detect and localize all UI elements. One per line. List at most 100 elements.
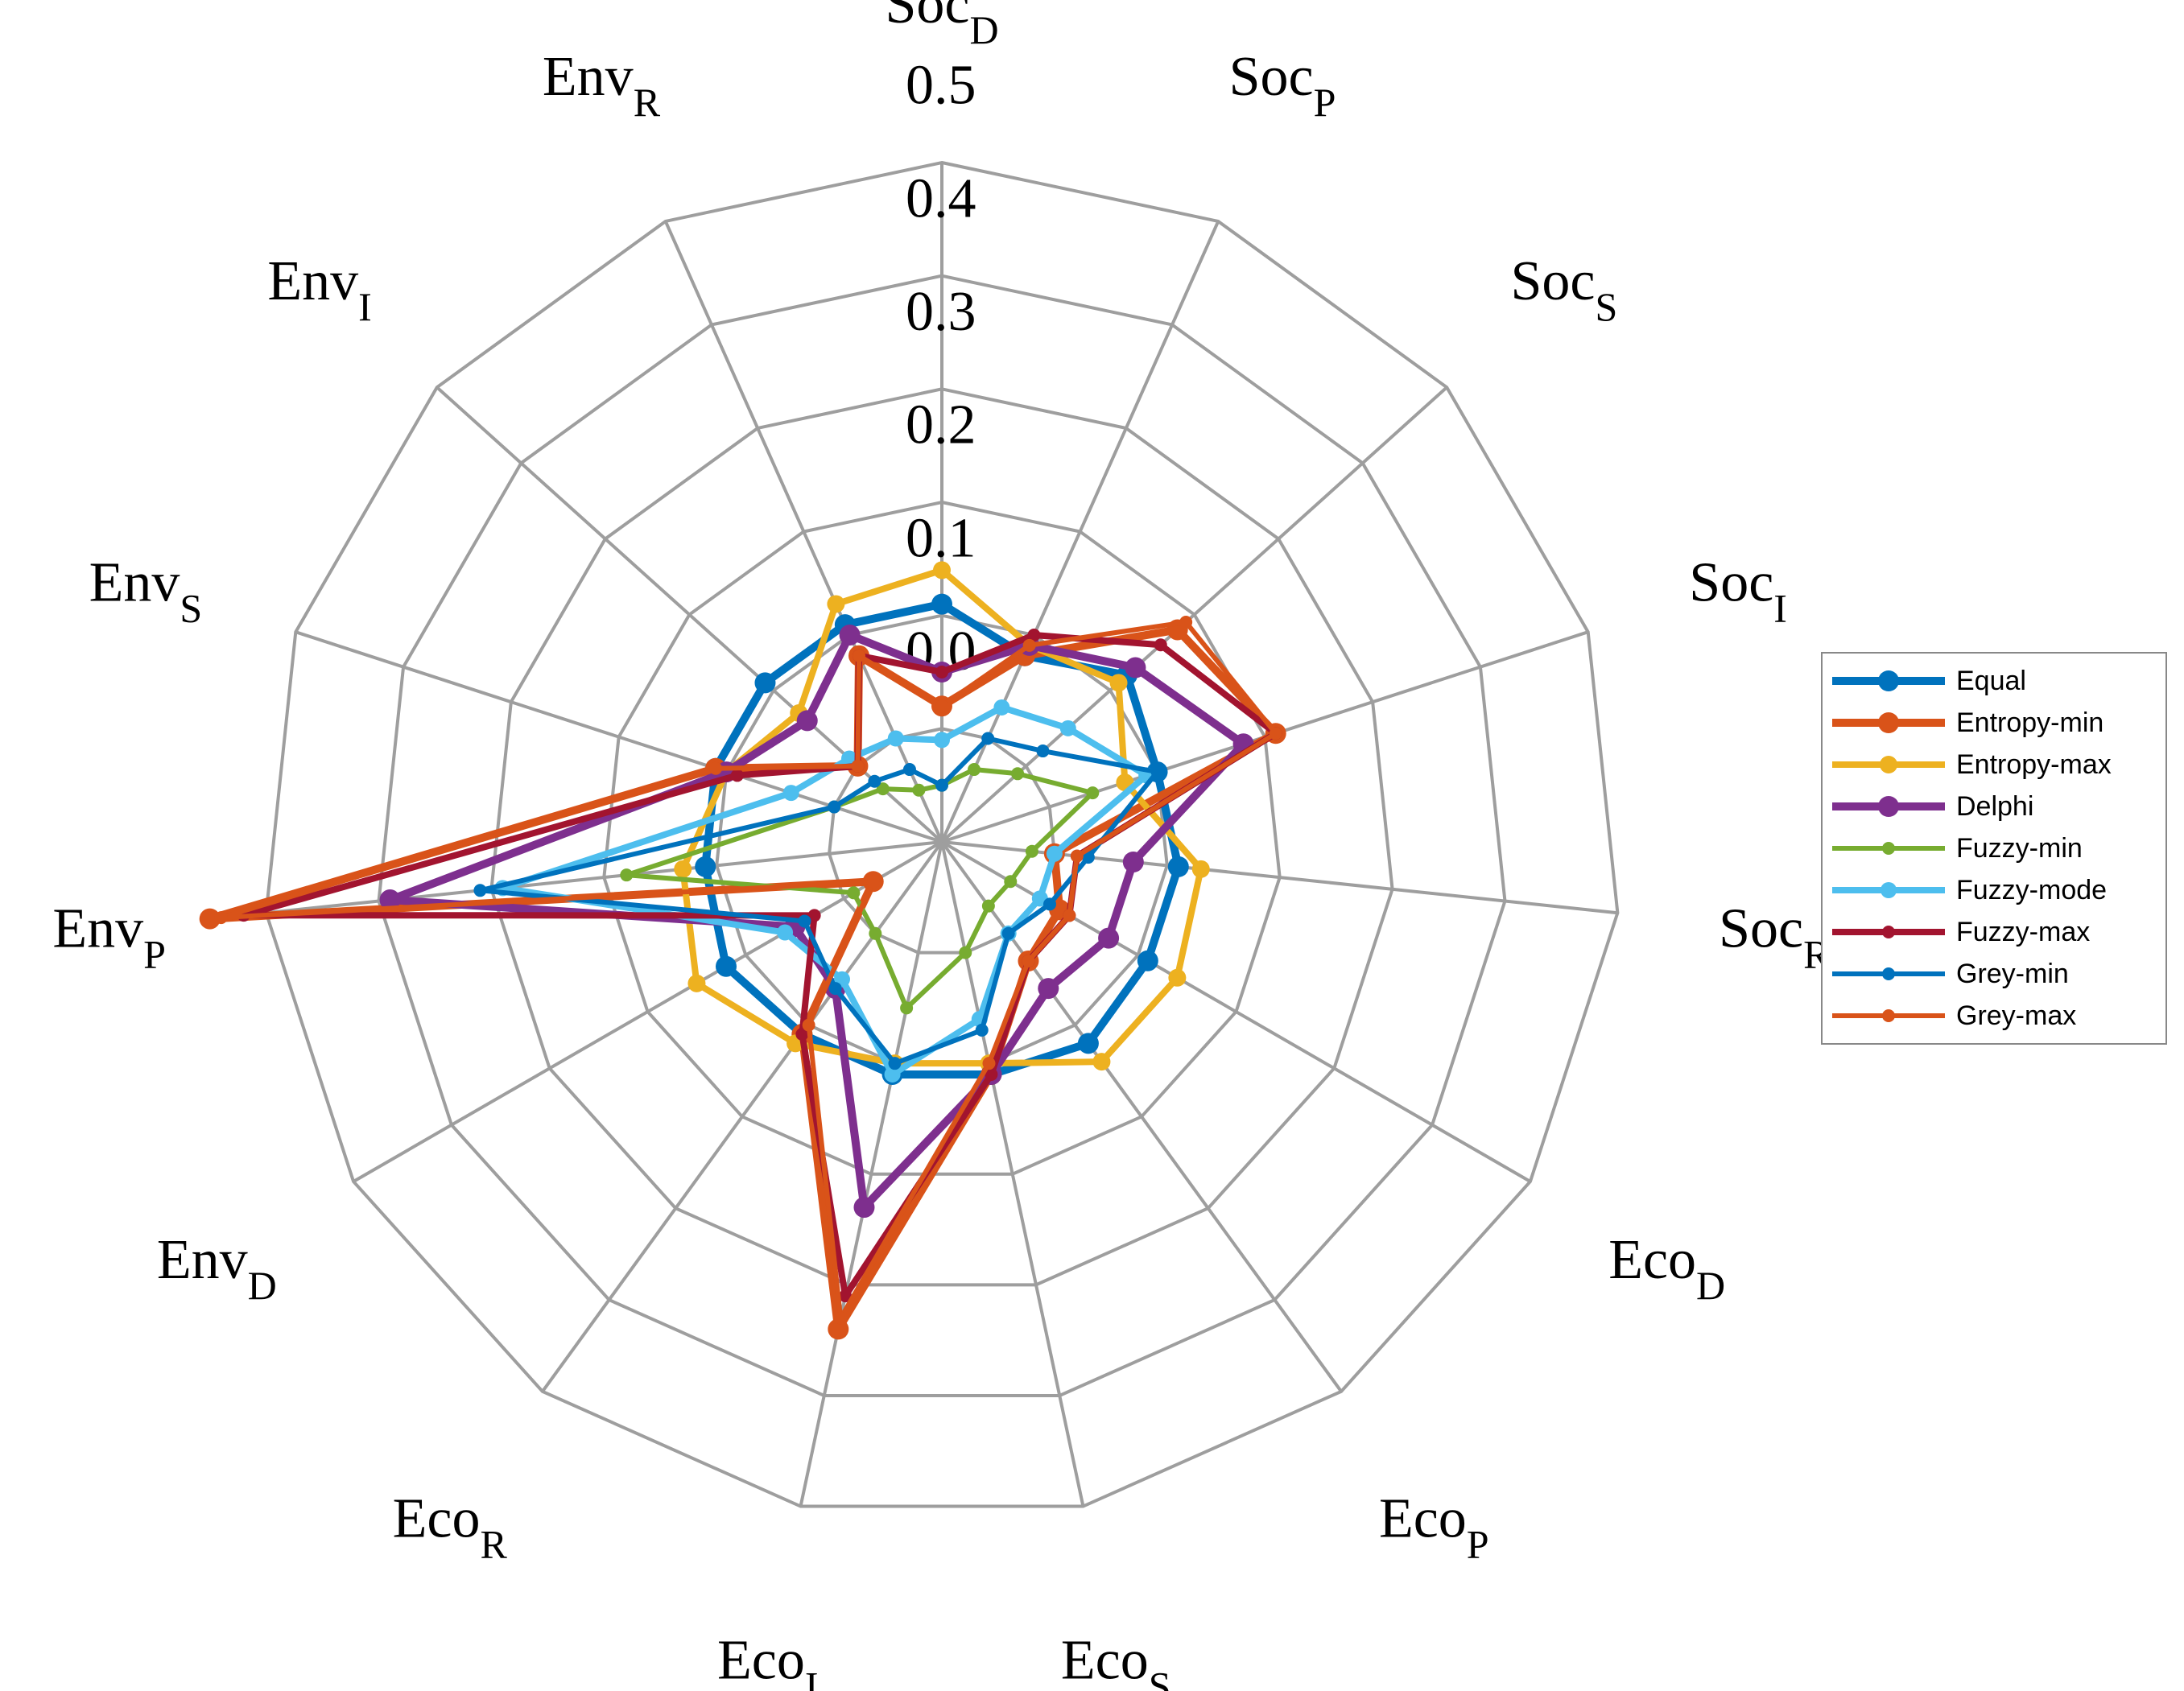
data-point <box>754 672 776 694</box>
legend-item: Entropy-min <box>1832 702 2156 744</box>
tick-label: 0.6 <box>906 0 976 3</box>
data-point <box>620 868 634 882</box>
data-point <box>1043 897 1057 911</box>
axis-label-eco-i: EcoI <box>717 1629 818 1691</box>
legend-item: Fuzzy-mode <box>1832 869 2156 911</box>
series-fuzzy-max <box>237 628 1282 1303</box>
data-point <box>975 1023 989 1037</box>
data-point <box>1070 849 1084 863</box>
data-point <box>828 982 842 996</box>
data-point <box>827 595 845 613</box>
series-line <box>218 620 1278 1321</box>
legend-label: Equal <box>1956 665 2026 696</box>
data-point <box>851 759 865 773</box>
data-point <box>935 666 948 678</box>
axis-label-env-r: EnvR <box>543 46 661 125</box>
data-point <box>1269 727 1282 740</box>
data-point <box>1001 926 1015 940</box>
data-point <box>1191 860 1210 878</box>
legend-label: Grey-max <box>1956 1000 2077 1031</box>
data-point <box>1150 765 1164 779</box>
data-point <box>828 1318 849 1340</box>
data-point <box>828 800 841 814</box>
axis-label-env-d: EnvD <box>157 1229 277 1308</box>
legend-label: Fuzzy-mode <box>1956 874 2108 905</box>
data-point <box>802 1018 815 1032</box>
data-point <box>214 911 228 925</box>
legend-label: Fuzzy-max <box>1956 916 2091 947</box>
axis-label-eco-s: EcoS <box>1061 1629 1171 1691</box>
data-point <box>807 909 821 922</box>
legend-swatch <box>1832 920 1945 944</box>
data-point <box>1036 744 1050 758</box>
radar-grid <box>264 160 1620 1508</box>
data-point <box>884 1066 901 1083</box>
data-point <box>934 732 950 749</box>
legend-swatch <box>1832 669 1945 693</box>
grid-ring <box>489 387 1394 1287</box>
series-line <box>701 600 1183 1079</box>
data-point <box>1063 909 1076 922</box>
legend-swatch <box>1832 962 1945 986</box>
data-point <box>1025 844 1038 858</box>
series-line <box>477 736 1160 1066</box>
data-point <box>1179 616 1193 629</box>
legend-item: Entropy-max <box>1832 744 2156 786</box>
legend-swatch <box>1832 753 1945 777</box>
legend-label: Delphi <box>1956 790 2034 822</box>
data-point <box>982 1057 996 1070</box>
series-line <box>679 567 1204 1067</box>
data-point <box>839 1289 853 1303</box>
legend: Equal Entropy-min Entropy-max Delphi Fuzzy-m… <box>1821 652 2167 1045</box>
data-point <box>876 782 890 796</box>
legend-swatch <box>1832 878 1945 902</box>
data-point <box>968 763 981 777</box>
legend-label: Grey-min <box>1956 958 2069 989</box>
legend-label: Entropy-max <box>1956 749 2112 780</box>
tick-label: 0.3 <box>906 281 976 343</box>
data-point <box>1022 638 1036 652</box>
axis-label-soc-i: SocI <box>1689 552 1787 631</box>
grid-spoke <box>663 221 943 843</box>
series-grey-min <box>473 732 1164 1070</box>
axis-labels: SocD SocP SocS SocI SocR EcoD EcoP EcoS EcoI EcoR… <box>52 0 1831 1691</box>
data-point <box>1027 628 1041 641</box>
data-point <box>777 924 794 941</box>
series-line <box>624 767 1096 1011</box>
legend-swatch <box>1832 711 1945 735</box>
data-point <box>981 899 995 913</box>
legend-label: Fuzzy-min <box>1956 832 2083 864</box>
data-point <box>709 761 723 775</box>
legend-item: Delphi <box>1832 786 2156 827</box>
legend-swatch <box>1832 836 1945 860</box>
data-point <box>839 624 861 645</box>
data-point <box>1125 657 1146 678</box>
data-series <box>199 561 1286 1340</box>
grid-spoke <box>940 221 1220 843</box>
data-point <box>1122 851 1144 872</box>
grid-spoke <box>266 840 943 915</box>
data-point <box>715 955 737 977</box>
data-point <box>1022 954 1035 967</box>
axis-label-soc-p: SocP <box>1229 46 1336 125</box>
data-point <box>1109 674 1128 692</box>
grid-ring <box>264 160 1620 1508</box>
data-point <box>1038 978 1059 1000</box>
series-delphi <box>379 624 1254 1219</box>
tick-label: 0.4 <box>906 167 976 229</box>
legend-swatch <box>1832 1004 1945 1028</box>
tick-label: 0.2 <box>906 394 976 456</box>
data-point <box>795 1027 809 1041</box>
data-point <box>1137 950 1158 971</box>
data-point <box>959 946 972 959</box>
data-point <box>853 649 866 662</box>
data-point <box>379 889 401 911</box>
data-point <box>695 856 716 877</box>
legend-item: Grey-max <box>1832 995 2156 1037</box>
data-point <box>782 785 799 802</box>
legend-swatch <box>1832 794 1945 819</box>
data-point <box>796 710 818 732</box>
legend-item: Grey-min <box>1832 953 2156 995</box>
data-point <box>853 1197 875 1219</box>
legend-label: Entropy-min <box>1956 707 2104 738</box>
